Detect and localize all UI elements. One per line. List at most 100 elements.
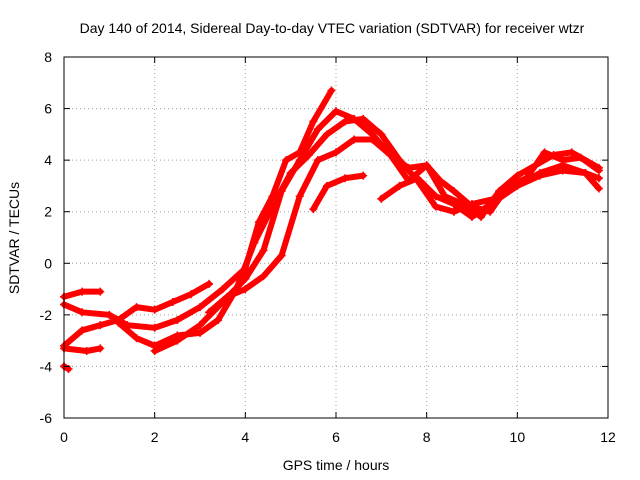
data-point [78,308,87,317]
data-point [277,187,286,196]
series-track-9 [310,172,367,213]
series-track-8 [206,136,602,316]
x-tick-label: 2 [151,429,159,445]
y-tick-label: -4 [40,358,53,374]
axis-tick-labels: 0 2 4 6 8 10 12 -6 -4 -2 0 2 4 6 8 [40,49,616,445]
data-point [458,199,467,208]
data-point [490,197,499,206]
data-point [404,163,413,172]
data-point [78,287,87,296]
data-point [468,212,476,221]
data-point [449,199,458,208]
data-point [250,238,259,247]
data-point [332,107,340,116]
data-point [413,174,422,183]
x-tick-label: 0 [60,429,68,445]
data-point [168,297,177,306]
data-point [295,192,304,201]
data-point [513,171,522,180]
data-point [105,310,114,319]
data-point [567,148,576,157]
y-tick-label: 4 [44,152,52,168]
data-point [536,169,544,178]
data-point [196,328,204,337]
chart-title: Day 140 of 2014, Sidereal Day-to-day VTE… [80,20,585,36]
data-point [368,135,377,144]
data-point [558,161,567,170]
series-track-10 [378,162,602,220]
data-point [196,321,204,330]
x-tick-label: 8 [423,429,431,445]
data-point [377,130,386,139]
data-point [341,117,350,126]
data-point [495,187,504,196]
data-point [513,181,522,190]
data-point [395,181,404,190]
data-point [173,336,182,345]
x-tick-label: 4 [241,429,249,445]
data-point [259,246,268,255]
y-tick-label: 0 [44,255,52,271]
y-tick-label: 8 [44,49,52,65]
data-point [350,135,359,144]
data-point [594,174,603,183]
data-point [214,316,223,325]
x-tick-label: 10 [510,429,526,445]
data-point [359,171,368,180]
data-point [132,303,141,312]
data-point [295,156,304,165]
data-point [386,150,395,159]
data-point [449,187,458,196]
x-tick-label: 12 [600,429,616,445]
data-point [186,290,195,299]
data-point [422,161,431,170]
x-tick-label: 6 [332,429,340,445]
data-point [241,285,250,294]
data-point [96,321,105,330]
data-point [540,148,549,157]
data-point [96,344,105,353]
y-tick-label: -2 [40,307,53,323]
data-point [205,308,214,317]
data-point [431,202,440,211]
data-point [241,274,250,283]
data-point [341,174,350,183]
data-point [594,163,603,172]
data-point [150,323,159,332]
y-tick-label: -6 [40,410,53,426]
data-point [82,346,91,355]
data-point [309,117,318,126]
data-point [277,251,286,260]
data-point [359,114,368,123]
data-point [114,318,123,327]
y-axis-label: SDTVAR / TECUs [6,182,22,294]
data-point [313,156,322,165]
data-point [377,194,386,203]
data-point [449,207,458,216]
data-point [150,305,159,314]
data-point [350,114,359,123]
data-point [78,326,87,335]
series-track-4 [61,345,104,354]
data-point [205,279,214,288]
y-tick-label: 6 [44,101,52,117]
data-point [594,184,603,193]
data-point [531,161,540,170]
data-series [60,86,603,374]
data-point [322,130,331,139]
data-point [132,334,141,343]
data-point [173,316,182,325]
data-point [327,86,336,95]
x-axis-label: GPS time / hours [283,457,390,473]
data-point [282,156,291,165]
data-point [309,205,318,214]
y-tick-label: 2 [44,204,52,220]
axis-ticks [63,56,609,419]
data-point [322,181,331,190]
data-point [431,192,440,201]
data-point [581,169,590,178]
data-point [549,150,558,159]
data-point [332,148,340,157]
data-point [150,346,159,355]
